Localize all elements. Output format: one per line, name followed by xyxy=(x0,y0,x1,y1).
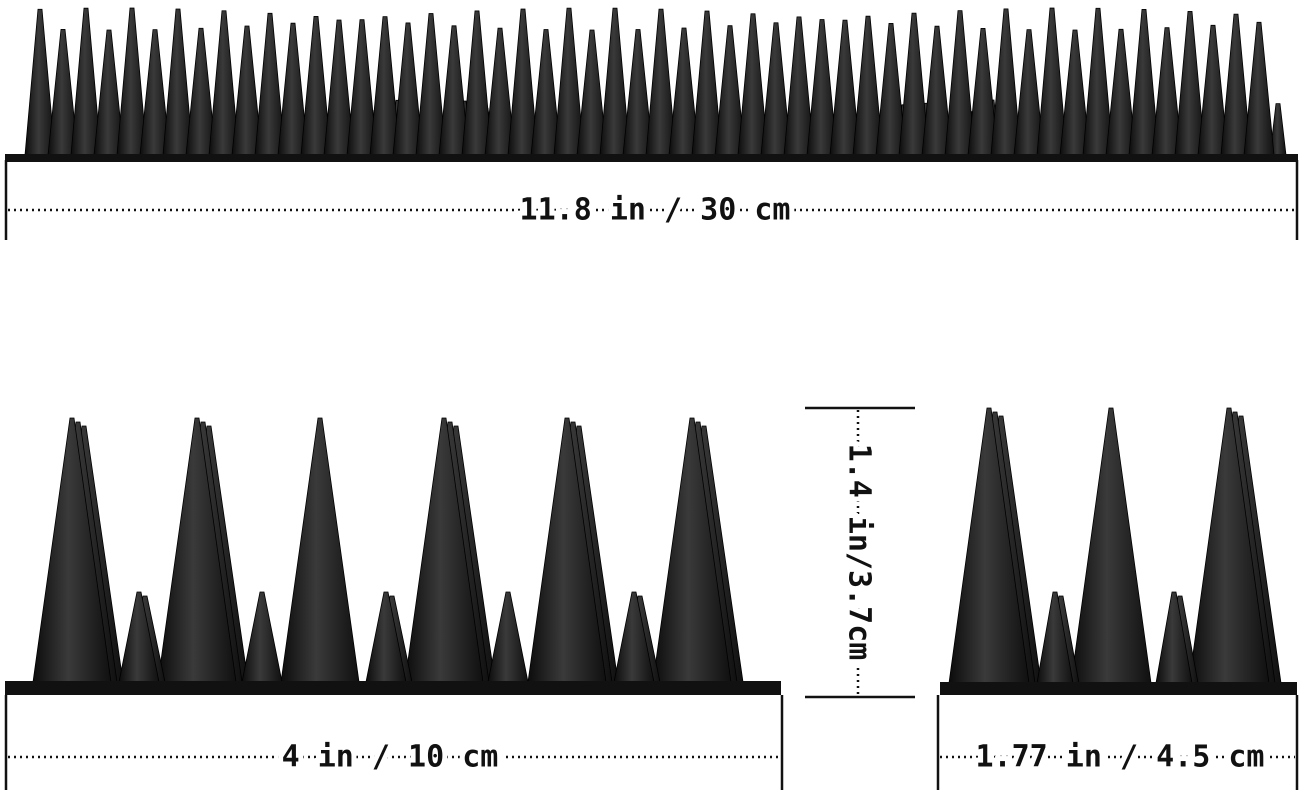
spike xyxy=(280,417,360,683)
spike xyxy=(1243,21,1275,156)
end-base xyxy=(940,682,1297,695)
spike-art xyxy=(24,7,1287,684)
spike xyxy=(241,591,283,683)
section-length-label: 4 in / 10 cm xyxy=(282,740,499,775)
strip-base xyxy=(5,154,1298,162)
height-label: 1.4 in/3.7cm xyxy=(842,444,877,661)
spike xyxy=(487,591,529,683)
length-label: 11.8 in / 30 cm xyxy=(520,193,791,228)
spike xyxy=(1070,407,1152,684)
section-base xyxy=(5,681,781,695)
width-label: 1.77 in / 4.5 cm xyxy=(976,740,1265,775)
